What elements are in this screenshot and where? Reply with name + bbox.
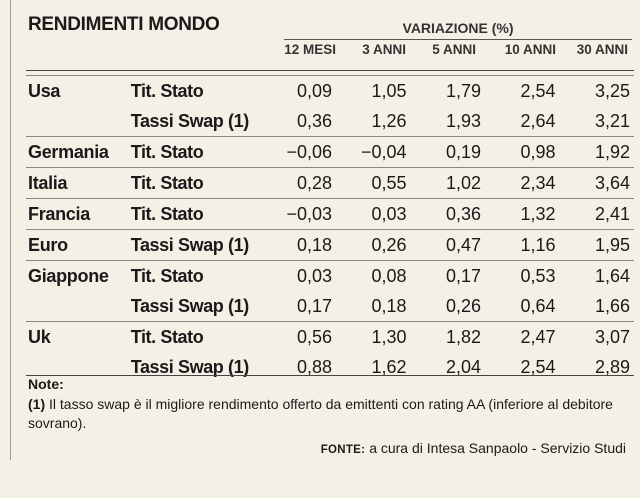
value-cell: 1,64 [559, 260, 634, 291]
value-cell: 0,36 [410, 198, 485, 230]
source-line: FONTE: a cura di Intesa Sanpaolo - Servi… [321, 440, 626, 456]
note-marker: (1) [28, 396, 46, 412]
source-text: a cura di Intesa Sanpaolo - Servizio Stu… [369, 440, 626, 456]
yields-table: Usa Tit. Stato 0,09 1,05 1,79 2,54 3,25 Tassi S… [26, 75, 634, 382]
country-cell: Giappone [26, 260, 131, 291]
instrument-cell: Tassi Swap (1) [130, 229, 262, 261]
group-header-rule [284, 39, 632, 40]
table-row: Tassi Swap (1) 0,36 1,26 1,93 2,64 3,21 [26, 106, 634, 137]
value-cell: 1,26 [371, 110, 407, 131]
country-cell: Germania [26, 136, 131, 168]
country-cell: Italia [26, 167, 131, 199]
value-cell: 2,89 [594, 356, 630, 377]
table-row: Francia Tit. Stato −0,03 0,03 0,36 1,32 2,41 [26, 198, 634, 230]
table-row: Giappone Tit. Stato 0,03 0,08 0,17 0,53 1,64 [26, 260, 634, 291]
value-cell: 0,18 [261, 229, 337, 261]
value-cell: 2,41 [559, 198, 634, 230]
col-header-30y: 30 ANNI [576, 42, 628, 57]
note-body: Il tasso swap è il migliore rendimento o… [28, 396, 613, 431]
instrument-cell: Tit. Stato [130, 321, 262, 352]
value-cell: 2,64 [520, 110, 556, 131]
country-cell: Francia [26, 198, 131, 230]
instrument-cell: Tassi Swap (1) [130, 110, 250, 131]
value-cell: 2,54 [520, 356, 556, 377]
source-label: FONTE: [320, 444, 366, 456]
value-cell: 2,04 [445, 356, 481, 377]
value-cell: 1,93 [445, 110, 481, 131]
value-cell: 1,30 [336, 321, 411, 352]
value-cell: −0,04 [336, 136, 411, 168]
table-title: RENDIMENTI MONDO [28, 14, 220, 35]
country-cell [26, 291, 131, 322]
value-cell: 0,64 [520, 295, 556, 316]
left-border [10, 0, 11, 460]
table-row: Tassi Swap (1) 0,88 1,62 2,04 2,54 2,89 [26, 352, 634, 382]
country-cell [26, 106, 131, 137]
value-cell: 0,26 [445, 295, 481, 316]
value-cell: 0,88 [296, 356, 333, 377]
value-cell: 1,16 [485, 229, 560, 261]
col-header-5y: 5 ANNI [432, 42, 476, 57]
instrument-cell: Tit. Stato [130, 260, 262, 291]
country-cell: Usa [26, 75, 131, 106]
value-cell: 0,17 [296, 295, 333, 316]
instrument-cell: Tit. Stato [130, 75, 262, 106]
value-cell: 2,34 [485, 167, 560, 199]
notes-label: Note: [28, 376, 64, 392]
value-cell: 1,05 [336, 75, 411, 106]
value-cell: 1,02 [410, 167, 485, 199]
value-cell: 1,92 [559, 136, 634, 168]
value-cell: 1,82 [410, 321, 485, 352]
value-cell: 0,03 [261, 260, 337, 291]
bottom-rule [26, 375, 634, 376]
value-cell: 0,53 [485, 260, 560, 291]
instrument-cell: Tit. Stato [130, 167, 262, 199]
value-cell: 0,55 [336, 167, 411, 199]
value-cell: 1,95 [559, 229, 634, 261]
instrument-cell: Tit. Stato [130, 136, 262, 168]
value-cell: 0,47 [410, 229, 485, 261]
col-header-12m: 12 MESI [284, 42, 336, 57]
value-cell: 3,64 [559, 167, 634, 199]
value-cell: 0,03 [336, 198, 411, 230]
value-cell: 0,56 [261, 321, 337, 352]
value-cell: −0,03 [261, 198, 337, 230]
value-cell: 3,07 [559, 321, 634, 352]
value-cell: 0,98 [485, 136, 560, 168]
instrument-cell: Tit. Stato [130, 198, 262, 230]
value-cell: 0,18 [371, 295, 407, 316]
value-cell: 2,47 [485, 321, 560, 352]
instrument-cell: Tassi Swap (1) [130, 356, 250, 377]
note-text: (1) Il tasso swap è il migliore rendimen… [28, 395, 628, 433]
value-cell: 3,25 [559, 75, 634, 106]
value-cell: 1,62 [371, 356, 407, 377]
value-cell: 0,28 [261, 167, 337, 199]
col-header-10y: 10 ANNI [504, 42, 556, 57]
table-row: Usa Tit. Stato 0,09 1,05 1,79 2,54 3,25 [26, 75, 634, 106]
value-cell: 0,08 [336, 260, 411, 291]
table-row: Germania Tit. Stato −0,06 −0,04 0,19 0,98 1,92 [26, 136, 634, 168]
value-cell: −0,06 [261, 136, 337, 168]
value-cell: 3,21 [594, 110, 630, 131]
table-row: Tassi Swap (1) 0,17 0,18 0,26 0,64 1,66 [26, 291, 634, 322]
country-cell: Euro [26, 229, 131, 261]
value-cell: 0,26 [336, 229, 411, 261]
table-row: Italia Tit. Stato 0,28 0,55 1,02 2,34 3,64 [26, 167, 634, 199]
value-cell: 1,79 [410, 75, 485, 106]
value-cell: 0,19 [410, 136, 485, 168]
value-cell: 1,66 [594, 295, 630, 316]
value-cell: 1,32 [485, 198, 560, 230]
value-cell: 0,36 [296, 110, 333, 131]
value-cell: 0,09 [261, 75, 337, 106]
country-cell: Uk [26, 321, 131, 352]
table-row: Euro Tassi Swap (1) 0,18 0,26 0,47 1,16 1,95 [26, 229, 634, 261]
col-header-3y: 3 ANNI [362, 42, 406, 57]
table-row: Uk Tit. Stato 0,56 1,30 1,82 2,47 3,07 [26, 321, 634, 352]
instrument-cell: Tassi Swap (1) [130, 295, 250, 316]
value-cell: 0,17 [410, 260, 485, 291]
header-rule [26, 70, 634, 71]
value-cell: 2,54 [485, 75, 560, 106]
group-header: VARIAZIONE (%) [402, 20, 514, 36]
